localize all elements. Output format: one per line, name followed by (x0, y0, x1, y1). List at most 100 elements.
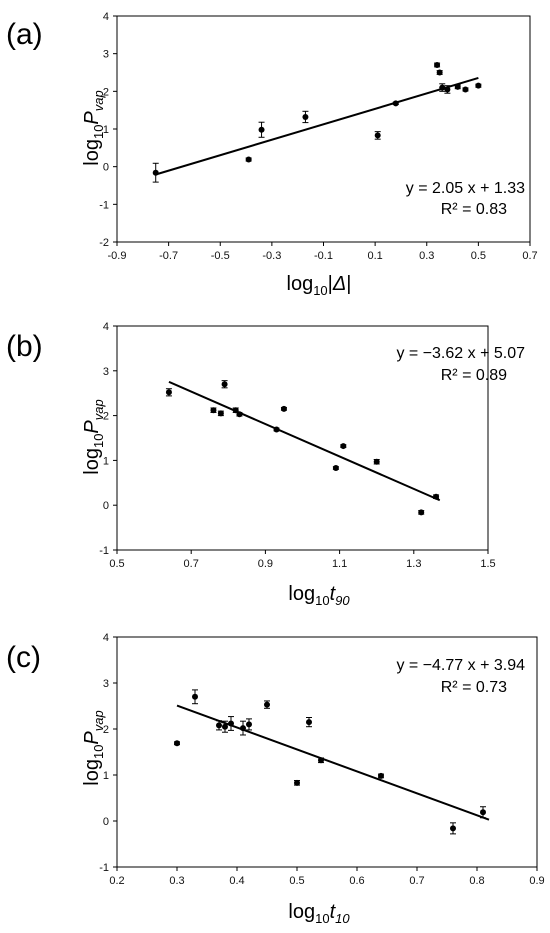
plot-area-b: 0.5 0.7 0.9 1.1 1.3 1.5 -1 0 1 2 3 4 (99, 321, 495, 570)
y-tick-label: -1 (99, 199, 109, 211)
x-tick-label: -0.3 (262, 250, 281, 262)
panel-label-a: (a) (6, 18, 43, 51)
data-point (246, 721, 252, 728)
data-point (273, 426, 280, 433)
x-tick-label: 0.8 (469, 875, 484, 887)
data-point (434, 61, 441, 68)
data-point (192, 693, 198, 700)
data-point (217, 410, 224, 417)
data-point (152, 169, 159, 176)
data-point (302, 113, 309, 120)
data-point (228, 720, 234, 727)
x-tick-label: 0.5 (289, 875, 304, 887)
data-point (258, 126, 265, 133)
x-tick-label: 1.3 (406, 558, 421, 570)
y-tick-label: 2 (103, 411, 109, 423)
data-point (436, 69, 443, 76)
y-axis-label-c: log10Pvap (81, 710, 106, 785)
y-tick-label: 2 (103, 724, 109, 736)
panel-c: (c) log10Pvap log10t10 0.2 0.3 0.4 0.5 0.6 0.… (6, 632, 545, 926)
data-point (222, 723, 228, 730)
data-point (245, 156, 252, 163)
x-tick-label: 0.9 (258, 558, 273, 570)
x-tick-label: 0.5 (109, 558, 124, 570)
x-tick-label: 0.7 (522, 250, 537, 262)
data-point (480, 809, 486, 816)
y-tick-label: -2 (99, 237, 109, 249)
y-tick-label: 3 (103, 366, 109, 378)
x-axis-title: log10|Δ| (287, 273, 352, 298)
data-point (318, 757, 324, 764)
x-tick-label: 0.7 (409, 875, 424, 887)
fit-line (155, 77, 479, 176)
x-tick-label: -0.9 (108, 250, 127, 262)
y-tick-label: -1 (99, 862, 109, 874)
data-point (174, 740, 180, 747)
panel-b: (b) log10Pvap log10t90 0.5 0.7 0.9 1.1 1.3 1.… (6, 321, 525, 608)
data-point (378, 772, 384, 779)
y-axis-title: log10Pvap (81, 399, 106, 474)
x-axis-label-c: log10t10 (288, 901, 350, 926)
x-tick-label: 0.2 (109, 875, 124, 887)
data-point (332, 465, 339, 472)
r-squared-b: R² = 0.89 (441, 367, 507, 384)
y-tick-label: 1 (103, 124, 109, 136)
data-point (165, 389, 172, 396)
x-tick-label: -0.1 (314, 250, 333, 262)
x-tick-label: 1.5 (480, 558, 495, 570)
x-axis-label-b: log10t90 (288, 583, 350, 608)
y-tick-label: 4 (103, 321, 109, 333)
data-point (221, 381, 228, 388)
y-axis-title: log10Pvap (81, 710, 106, 785)
data-point (392, 100, 399, 107)
y-axis-label-b: log10Pvap (81, 399, 106, 474)
y-tick-label: 1 (103, 455, 109, 467)
data-point (210, 407, 217, 414)
x-tick-label: 0.9 (529, 875, 544, 887)
data-point (373, 458, 380, 465)
data-point (264, 701, 270, 708)
x-tick-label: 0.3 (419, 250, 434, 262)
plot-area-c: 0.2 0.3 0.4 0.5 0.6 0.7 0.8 0.9 -1 0 1 2 3 4 (99, 632, 544, 887)
y-tick-label: 4 (103, 11, 109, 23)
data-point (306, 719, 312, 726)
data-point (280, 405, 287, 412)
x-axis-label-a: log10|Δ| (287, 273, 352, 298)
y-tick-label: 0 (103, 162, 109, 174)
y-tick-label: 2 (103, 86, 109, 98)
x-tick-label: 0.6 (349, 875, 364, 887)
data-point (433, 493, 440, 500)
y-tick-label: 0 (103, 816, 109, 828)
data-point (236, 411, 243, 418)
x-tick-label: 0.4 (229, 875, 244, 887)
data-point (340, 443, 347, 450)
y-tick-label: 0 (103, 500, 109, 512)
data-point (294, 779, 300, 786)
x-tick-label: 0.5 (471, 250, 486, 262)
x-tick-label: 1.1 (332, 558, 347, 570)
y-tick-label: -1 (99, 545, 109, 557)
plot-frame (116, 636, 538, 868)
data-point (450, 825, 456, 832)
data-point (444, 86, 451, 93)
data-point (216, 722, 222, 729)
x-tick-label: 0.3 (169, 875, 184, 887)
y-axis-label-a: log10Pvap (81, 90, 106, 165)
panel-a: (a) log10Pvap log10|Δ| -0.9 -0.7 -0.5 -0.3-… (6, 11, 538, 298)
r-squared-a: R² = 0.83 (441, 201, 507, 218)
x-axis-title: log10t10 (288, 901, 350, 926)
data-point (475, 82, 482, 89)
plot-frame (116, 325, 489, 551)
panel-label-b: (b) (6, 330, 43, 363)
data-point (454, 83, 461, 90)
y-tick-label: 4 (103, 632, 109, 644)
equation-a: y = 2.05 x + 1.33 (406, 180, 525, 197)
x-tick-label: -0.7 (159, 250, 178, 262)
data-point (418, 509, 425, 516)
equation-b: y = −3.62 x + 5.07 (396, 345, 525, 362)
data-point (374, 132, 381, 139)
fit-line (168, 380, 441, 502)
y-axis-title: log10Pvap (81, 90, 106, 165)
y-tick-label: 1 (103, 770, 109, 782)
